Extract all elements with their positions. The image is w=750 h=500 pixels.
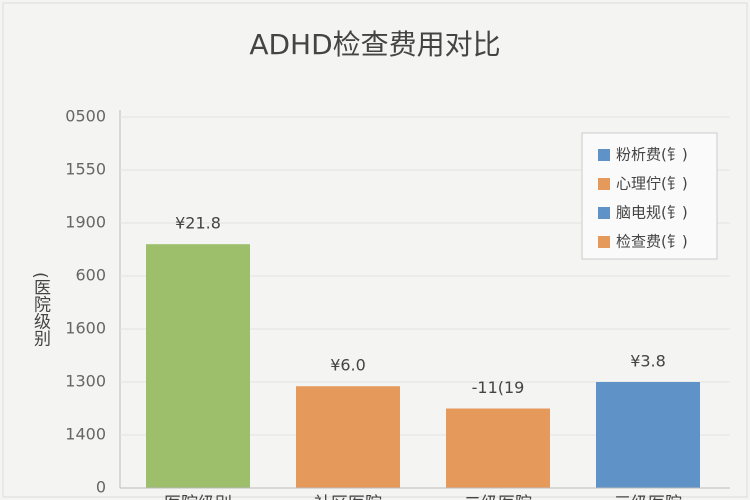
y-tick-label: 1300: [65, 372, 106, 391]
legend-swatch: [598, 149, 610, 161]
bar-annotation: ¥6.0: [330, 356, 366, 375]
y-tick-label: 1550: [65, 160, 106, 179]
bar-annotation: ¥21.8: [175, 214, 221, 233]
legend-swatch: [598, 178, 610, 190]
bar: [446, 408, 550, 488]
bar: [296, 386, 400, 488]
legend-label: 脑电规(钅): [616, 204, 688, 222]
y-axis-label: (医院级别: [30, 272, 51, 348]
bar-annotation: -11(19: [472, 378, 525, 397]
legend-swatch: [598, 236, 610, 248]
x-tick-label: 医院级别: [164, 494, 232, 500]
x-tick-label: 三级医院: [614, 494, 682, 500]
bar: [596, 382, 700, 488]
legend-label: 心理佇(钅): [616, 175, 688, 193]
y-tick-label: 1900: [65, 213, 106, 232]
y-tick-label: 0500: [65, 107, 106, 126]
x-tick-label: 二级医院: [464, 494, 532, 500]
x-tick-label: 社区医院: [314, 494, 382, 500]
chart-title: ADHD检查费用对比: [249, 28, 500, 61]
y-tick-label: 600: [75, 266, 106, 285]
legend-swatch: [598, 207, 610, 219]
y-tick-label: 0: [96, 478, 106, 497]
y-tick-label: 1600: [65, 319, 106, 338]
bar-annotation: ¥3.8: [630, 352, 666, 371]
y-tick-label: 1400: [65, 425, 106, 444]
bar: [146, 244, 250, 488]
legend-label: 检查费(钅): [616, 233, 688, 251]
legend-label: 粉析费(钅): [616, 146, 688, 164]
